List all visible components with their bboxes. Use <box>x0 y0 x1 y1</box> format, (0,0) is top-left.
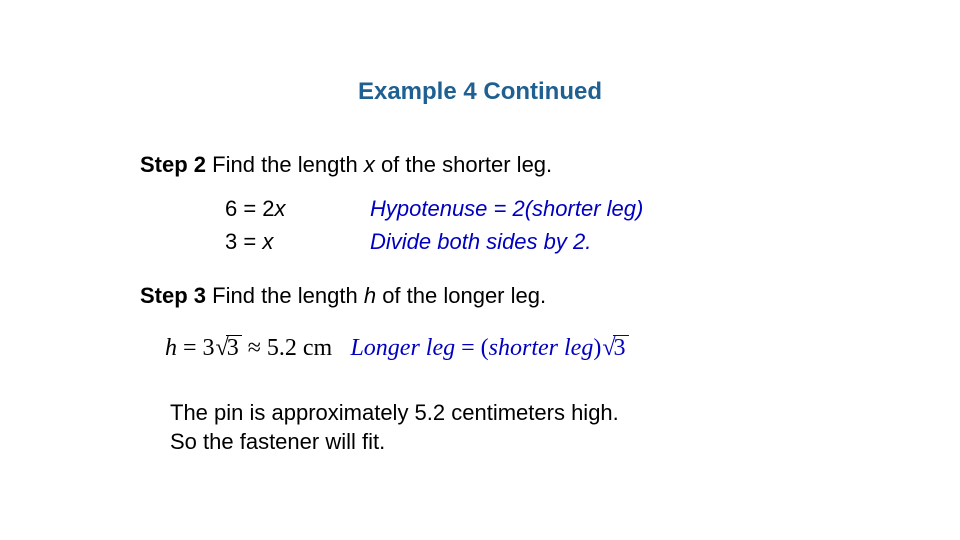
step3-unit: cm <box>297 335 332 361</box>
step3-label: Step 3 <box>140 283 206 308</box>
step3-math-row: h = 3√3 ≈ 5.2 cm Longer leg = (shorter l… <box>165 332 629 364</box>
step3-radicand1: 3 <box>226 335 242 360</box>
step3-intro: Step 3 Find the length h of the longer l… <box>140 281 546 311</box>
step2-reason-1: Hypotenuse = 2(shorter leg) <box>370 196 643 222</box>
conclusion-line1: The pin is approximately 5.2 centimeters… <box>170 398 619 428</box>
step2-eq2-var: x <box>262 229 273 254</box>
step3-h: h <box>165 335 177 361</box>
step3-approx: ≈ <box>242 335 267 361</box>
radical-2: √3 <box>602 332 628 364</box>
step3-var: h <box>364 283 376 308</box>
step3-reason-radicand: 3 <box>613 335 629 360</box>
step3-coef: 3 <box>203 335 215 361</box>
step2-eq1-lhs: 6 = 2 <box>225 196 275 221</box>
step3-reason-close: ) <box>593 335 601 361</box>
slide-title: Example 4 Continued <box>0 78 960 106</box>
step3-text-before: Find the length <box>212 283 364 308</box>
step3-reason-prefix: Longer leg <box>350 335 455 361</box>
step2-var: x <box>364 152 375 177</box>
step3-reason: Longer leg = (shorter leg)√3 <box>350 335 628 361</box>
step2-eq-2: 3 = x <box>225 229 273 255</box>
step3-reason-eq: = ( <box>455 335 489 361</box>
radical-1: √3 <box>216 332 242 364</box>
step3-value: 5.2 <box>267 335 297 361</box>
step2-label: Step 2 <box>140 152 206 177</box>
step2-text-after: of the shorter leg. <box>375 152 552 177</box>
step2-eq1-var: x <box>275 196 286 221</box>
step2-eq-1: 6 = 2x <box>225 196 286 222</box>
conclusion-line2: So the fastener will fit. <box>170 427 385 457</box>
step3-reason-inner: shorter leg <box>489 335 594 361</box>
step3-eqsign: = <box>177 335 203 361</box>
step2-intro: Step 2 Find the length x of the shorter … <box>140 150 552 180</box>
step3-equation: h = 3√3 ≈ 5.2 cm <box>165 335 338 361</box>
step2-reason-2: Divide both sides by 2. <box>370 229 591 255</box>
step2-text-before: Find the length <box>212 152 364 177</box>
step2-eq2-lhs: 3 = <box>225 229 262 254</box>
step3-text-after: of the longer leg. <box>376 283 546 308</box>
slide: Example 4 Continued Step 2 Find the leng… <box>0 0 960 540</box>
